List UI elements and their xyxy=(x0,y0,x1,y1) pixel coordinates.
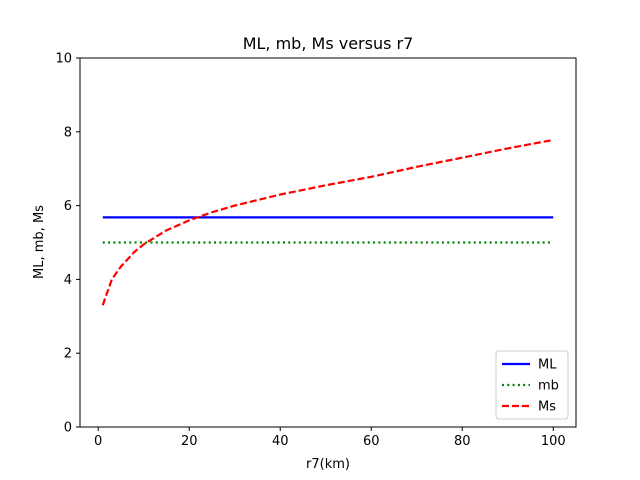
axes-frame xyxy=(79,57,577,428)
legend: ML mb Ms xyxy=(495,350,569,420)
legend-box xyxy=(495,350,569,420)
x-tick-label: 60 xyxy=(363,434,380,449)
legend-label-Ms: Ms xyxy=(538,400,556,415)
y-tick-label: 4 xyxy=(64,273,72,288)
series-line-Ms xyxy=(101,138,554,306)
x-tick-label: 20 xyxy=(181,434,198,449)
y-tick-label: 2 xyxy=(64,347,72,362)
legend-label-ML: ML xyxy=(538,358,557,373)
x-tick-label: 0 xyxy=(94,434,102,449)
y-tick-label: 6 xyxy=(64,199,72,214)
y-tick-label: 10 xyxy=(55,52,72,67)
plot-area: 0 20 40 60 80 100 0 2 4 6 8 10 xyxy=(55,52,577,449)
x-tick-label: 40 xyxy=(272,434,289,449)
y-tick-label: 0 xyxy=(64,421,72,436)
legend-label-mb: mb xyxy=(538,379,559,394)
x-tick-label: 80 xyxy=(454,434,471,449)
x-tick-label: 100 xyxy=(541,434,566,449)
x-axis-label: r7(km) xyxy=(306,457,350,472)
y-tick-label: 8 xyxy=(64,125,72,140)
y-axis-label: ML, mb, Ms xyxy=(32,205,47,279)
chart-title: ML, mb, Ms versus r7 xyxy=(243,34,414,53)
